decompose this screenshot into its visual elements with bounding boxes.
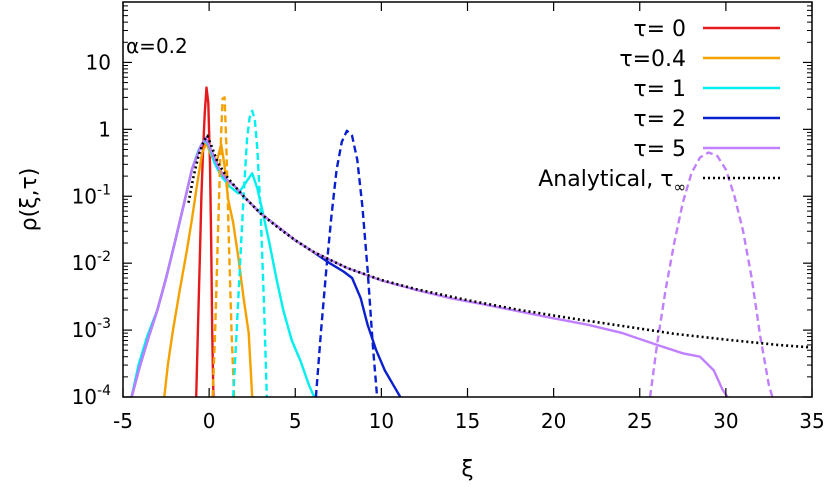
y-tick-label: 1 [98,117,111,141]
legend-label: τ= 5 [633,137,686,162]
x-tick-label: 0 [203,409,216,433]
x-tick-labels: -5 0 5 10 15 20 25 30 35 [113,409,825,433]
series-line-8 [314,129,379,397]
legend-label: τ= 1 [633,77,686,102]
legend-label: τ= 0 [633,17,686,42]
legend-entry: τ=0.4 [619,47,780,72]
y-tick-label: 10-4 [72,383,112,409]
plot-border [122,1,813,398]
x-tick-label: 5 [289,409,302,433]
legend-entry: τ= 0 [633,17,780,42]
y-tick-label: 10-2 [72,249,111,275]
series-line-7 [232,109,268,397]
x-tick-label: 35 [799,409,824,433]
alpha-annotation: α=0.2 [126,34,188,58]
legend-entry: Analytical, τ∞ [538,167,780,196]
y-tick-label: 10 [86,50,111,74]
series-line-1 [195,86,215,397]
legend-label: Analytical, τ∞ [538,167,686,196]
y-axis-title: ρ(ξ,τ) [17,168,42,232]
legend-label: τ=0.4 [619,47,686,72]
y-tick-label: 10-1 [72,182,111,208]
series-line-3 [130,138,316,397]
series-line-4 [130,136,402,397]
legend-entry: τ= 1 [633,77,780,102]
x-tick-label: 15 [455,409,480,433]
series-line-5 [130,136,729,397]
x-tick-label: 30 [713,409,738,433]
y-tick-label: 10-3 [72,316,111,342]
curves [130,86,812,397]
plot-frame [122,1,813,398]
ticks [122,1,813,398]
series-line-9 [648,151,774,397]
series-line-6 [211,96,236,397]
legend-label: τ= 2 [633,107,686,132]
series-line-10 [187,134,812,349]
x-tick-label: -5 [113,409,133,433]
legend-entry: τ= 5 [633,137,780,162]
x-tick-label: 25 [627,409,652,433]
legend: τ= 0 τ=0.4 τ= 1 τ= 2 τ= 5 Analytical, τ∞ [538,17,780,196]
legend-entry: τ= 2 [633,107,780,132]
x-axis-title: ξ [461,457,473,482]
x-tick-label: 20 [541,409,566,433]
y-tick-labels: 10 1 10-1 10-2 10-3 10-4 [72,50,112,409]
x-tick-label: 10 [369,409,394,433]
